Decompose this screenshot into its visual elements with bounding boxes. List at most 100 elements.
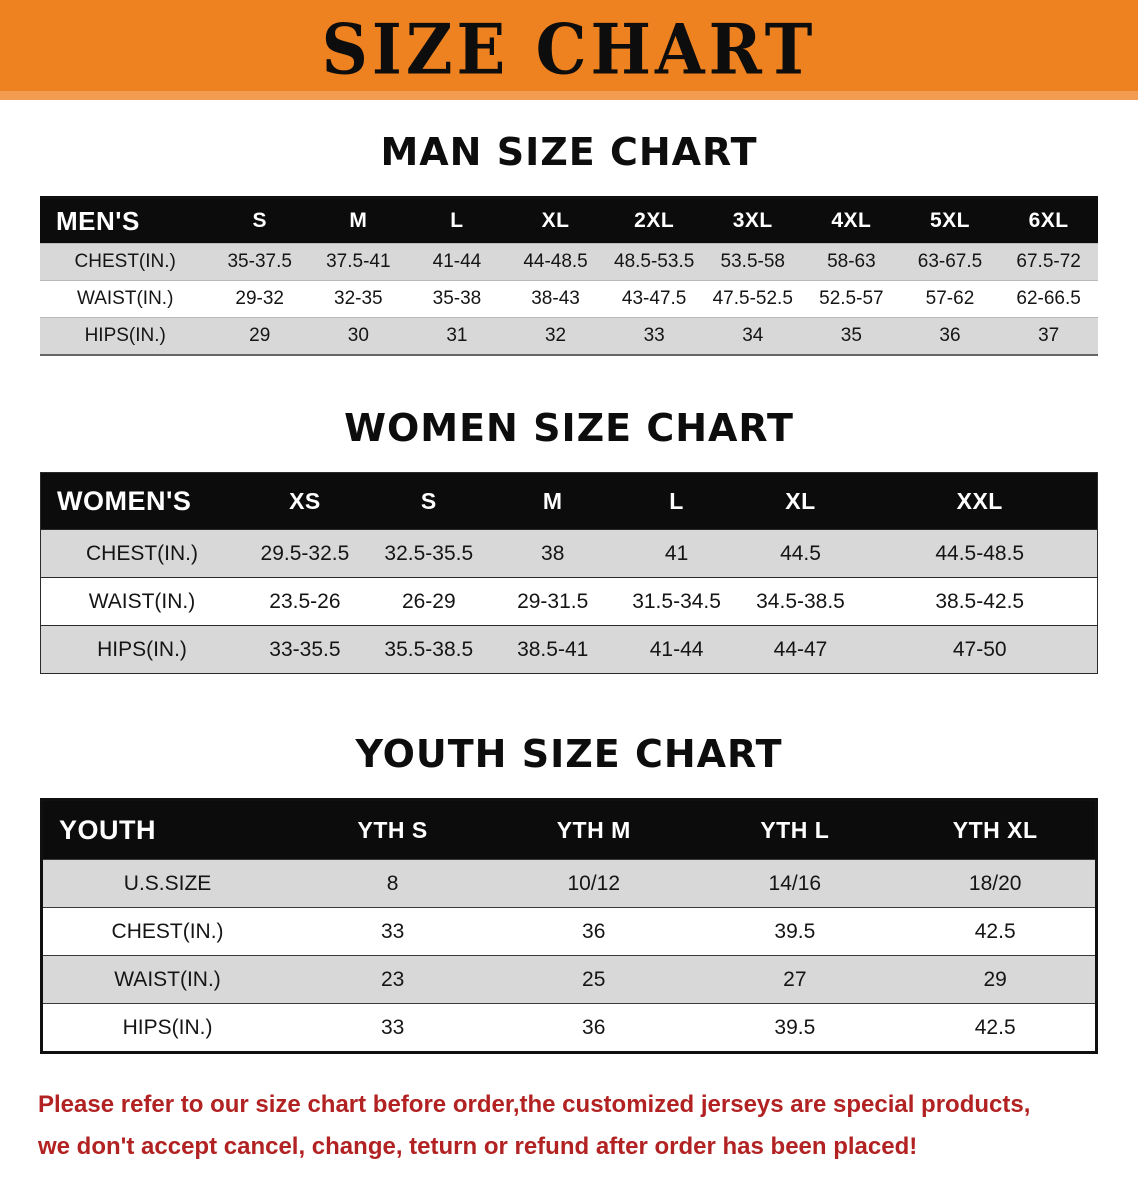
size-column-header: YTH M bbox=[493, 799, 695, 860]
size-column-header: YTH XL bbox=[895, 799, 1097, 860]
table-title-cell: WOMEN'S bbox=[40, 472, 243, 530]
size-value-cell: 10/12 bbox=[567, 871, 621, 895]
size-value-cell: 39.5 bbox=[774, 1015, 816, 1039]
header-row: YOUTH YTH S YTH M YTH L YTH XL bbox=[41, 799, 1097, 860]
women-section-heading: WOMEN SIZE CHART bbox=[344, 406, 794, 450]
size-value-cell: 23.5-26 bbox=[269, 589, 341, 613]
row-label: HIPS(IN.) bbox=[84, 325, 166, 346]
header-row: WOMEN'S XS S M L XL XXL bbox=[40, 472, 1098, 530]
size-column-header: 5XL bbox=[900, 197, 1000, 244]
table-row: WAIST(IN.) 23 25 27 29 bbox=[41, 955, 1097, 1004]
table-row: HIPS(IN.) 33-35.5 35.5-38.5 38.5-41 41-44 44-… bbox=[40, 625, 1098, 674]
size-value-cell: 41-44 bbox=[432, 251, 482, 272]
size-value-cell: 38 bbox=[541, 541, 565, 565]
size-value-cell: 44-47 bbox=[773, 637, 828, 661]
table-row: U.S.SIZE 8 10/12 14/16 18/20 bbox=[41, 859, 1097, 908]
size-value-cell: 42.5 bbox=[974, 919, 1016, 943]
size-value-cell: 29-31.5 bbox=[517, 589, 589, 613]
row-label: CHEST(IN.) bbox=[85, 541, 198, 565]
table-row: CHEST(IN.) 29.5-32.5 32.5-35.5 38 41 44.5 44.5… bbox=[40, 529, 1098, 578]
header-row: MEN'S S M L XL 2XL 3XL 4XL 5XL 6XL bbox=[40, 197, 1098, 244]
size-column-header: YTH L bbox=[694, 799, 896, 860]
table-row: HIPS(IN.) 29 30 31 32 33 34 35 36 37 bbox=[40, 317, 1098, 355]
size-value-cell: 33 bbox=[643, 325, 665, 346]
size-value-cell: 67.5-72 bbox=[1016, 251, 1081, 272]
size-value-cell: 32.5-35.5 bbox=[384, 541, 474, 565]
size-value-cell: 53.5-58 bbox=[720, 251, 785, 272]
size-value-cell: 25 bbox=[582, 967, 606, 991]
row-label: CHEST(IN.) bbox=[74, 251, 176, 272]
size-value-cell: 37 bbox=[1038, 325, 1060, 346]
size-value-cell: 23 bbox=[380, 967, 405, 991]
table-row: CHEST(IN.) 33 36 39.5 42.5 bbox=[41, 907, 1097, 956]
size-column-header: YTH S bbox=[292, 799, 494, 860]
size-value-cell: 35-37.5 bbox=[227, 251, 292, 272]
men-size-section: MAN SIZE CHART MEN'S S M L XL 2XL 3XL 4XL 5XL 6XL… bbox=[0, 130, 1138, 356]
table-row: WAIST(IN.) 29-32 32-35 35-38 38-43 43-47.5 47.… bbox=[40, 280, 1098, 318]
size-value-cell: 63-67.5 bbox=[917, 251, 983, 272]
youth-section-heading: YOUTH SIZE CHART bbox=[355, 732, 783, 776]
size-column-header: 6XL bbox=[999, 197, 1098, 244]
table-row: WAIST(IN.) 23.5-26 26-29 29-31.5 31.5-34.5 34… bbox=[40, 577, 1098, 626]
size-value-cell: 26-29 bbox=[401, 589, 456, 613]
disclaimer-line-2: we don't accept cancel, change, teturn o… bbox=[38, 1133, 918, 1160]
row-label: WAIST(IN.) bbox=[114, 967, 221, 991]
size-column-header: 4XL bbox=[802, 197, 901, 244]
size-value-cell: 33 bbox=[380, 1015, 405, 1039]
size-value-cell: 57-62 bbox=[925, 288, 975, 309]
size-value-cell: 44.5 bbox=[780, 541, 821, 565]
size-value-cell: 29-32 bbox=[235, 288, 285, 309]
size-value-cell: 34.5-38.5 bbox=[756, 589, 845, 613]
size-value-cell: 62-66.5 bbox=[1016, 288, 1081, 309]
size-column-header: S bbox=[210, 197, 310, 244]
size-column-header: 2XL bbox=[604, 197, 704, 244]
banner-title: SIZE CHART bbox=[321, 9, 817, 91]
size-value-cell: 38.5-42.5 bbox=[935, 589, 1025, 613]
size-value-cell: 35-38 bbox=[432, 288, 482, 309]
men-size-table: MEN'S S M L XL 2XL 3XL 4XL 5XL 6XL CHEST(IN.) 35-37… bbox=[40, 196, 1098, 356]
size-value-cell: 36 bbox=[582, 1015, 606, 1039]
youth-size-table: YOUTH YTH S YTH M YTH L YTH XL U.S.SIZE 8 10/12… bbox=[40, 798, 1098, 1054]
size-value-cell: 18/20 bbox=[968, 871, 1022, 895]
size-column-header: M bbox=[490, 472, 615, 530]
size-value-cell: 41-44 bbox=[649, 637, 704, 661]
size-column-header: L bbox=[614, 472, 739, 530]
size-column-header: XS bbox=[242, 472, 367, 530]
women-size-table: WOMEN'S XS S M L XL XXL CHEST(IN.) 29.5-32.5 32.5… bbox=[40, 472, 1098, 674]
size-value-cell: 42.5 bbox=[974, 1015, 1016, 1039]
size-value-cell: 58-63 bbox=[827, 251, 876, 272]
women-size-section: WOMEN SIZE CHART WOMEN'S XS S M L XL XXL CHEST(… bbox=[0, 406, 1138, 674]
row-label: HIPS(IN.) bbox=[97, 637, 187, 661]
table-row: CHEST(IN.) 35-37.5 37.5-41 41-44 44-48.5 48.5… bbox=[40, 243, 1098, 281]
size-value-cell: 47.5-52.5 bbox=[712, 288, 793, 309]
size-column-header: M bbox=[309, 197, 408, 244]
size-value-cell: 38.5-41 bbox=[517, 637, 589, 661]
row-label: WAIST(IN.) bbox=[88, 589, 196, 613]
size-value-cell: 8 bbox=[386, 871, 399, 895]
size-value-cell: 52.5-57 bbox=[819, 288, 884, 309]
disclaimer-line-1: Please refer to our size chart before or… bbox=[38, 1091, 1031, 1118]
row-label: HIPS(IN.) bbox=[122, 1015, 213, 1039]
size-chart-banner: SIZE CHART bbox=[0, 0, 1138, 100]
table-title-cell: YOUTH bbox=[41, 799, 293, 860]
size-value-cell: 44.5-48.5 bbox=[935, 541, 1025, 565]
size-value-cell: 29.5-32.5 bbox=[260, 541, 350, 565]
size-value-cell: 14/16 bbox=[768, 871, 822, 895]
row-label: CHEST(IN.) bbox=[111, 919, 224, 943]
size-value-cell: 48.5-53.5 bbox=[614, 251, 695, 272]
size-value-cell: 29 bbox=[983, 967, 1007, 991]
row-label: WAIST(IN.) bbox=[77, 288, 174, 309]
size-value-cell: 38-43 bbox=[531, 288, 580, 309]
size-value-cell: 31.5-34.5 bbox=[632, 589, 721, 613]
size-column-header: S bbox=[366, 472, 491, 530]
size-value-cell: 31 bbox=[446, 325, 468, 346]
size-column-header: XXL bbox=[862, 472, 1098, 530]
size-value-cell: 30 bbox=[347, 325, 369, 346]
size-value-cell: 32 bbox=[544, 325, 567, 346]
size-value-cell: 37.5-41 bbox=[326, 251, 391, 272]
size-value-cell: 36 bbox=[939, 325, 961, 346]
size-column-header: 3XL bbox=[703, 197, 803, 244]
size-value-cell: 43-47.5 bbox=[621, 288, 687, 309]
size-value-cell: 27 bbox=[783, 967, 807, 991]
disclaimer-note: Please refer to our size chart before or… bbox=[0, 1084, 1138, 1188]
